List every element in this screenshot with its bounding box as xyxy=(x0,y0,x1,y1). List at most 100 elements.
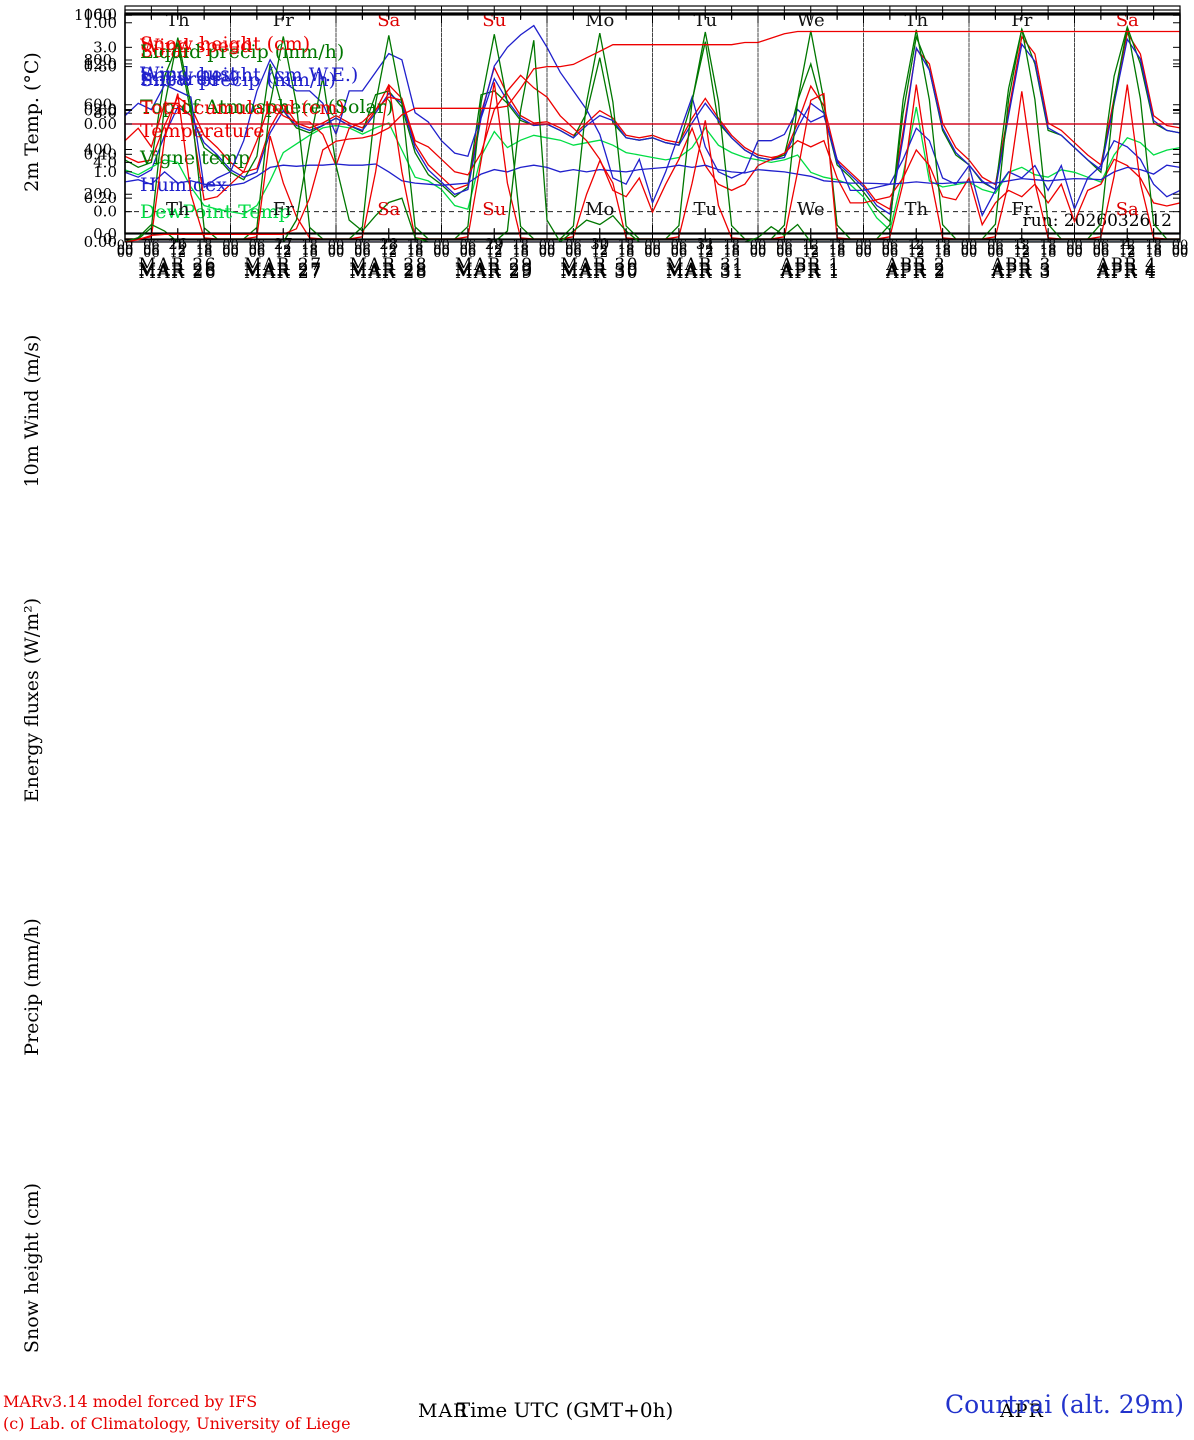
svg-text:06: 06 xyxy=(249,246,266,261)
svg-text:00: 00 xyxy=(539,246,556,261)
svg-text:MAR 29: MAR 29 xyxy=(455,260,534,280)
svg-text:600.: 600. xyxy=(84,96,117,114)
svg-text:Th: Th xyxy=(904,199,928,220)
svg-text:APR 3: APR 3 xyxy=(991,260,1052,280)
svg-text:0.20: 0.20 xyxy=(84,189,117,207)
svg-text:18: 18 xyxy=(723,244,740,259)
svg-text:06: 06 xyxy=(143,243,160,258)
svg-text:06: 06 xyxy=(249,243,266,258)
svg-text:APR 2: APR 2 xyxy=(885,255,946,275)
svg-text:MAR 29: MAR 29 xyxy=(455,263,534,283)
svg-text:Temperature: Temperature xyxy=(140,120,264,142)
svg-text:06: 06 xyxy=(671,243,688,258)
svg-text:00: 00 xyxy=(539,243,556,258)
svg-text:Solar: Solar xyxy=(140,40,192,62)
svg-text:16.0: 16.0 xyxy=(84,6,117,24)
svg-text:MAR 28: MAR 28 xyxy=(349,255,428,275)
svg-text:MAR 28: MAR 28 xyxy=(349,263,428,283)
svg-text:30: 30 xyxy=(590,235,609,253)
month-label-apr: APR xyxy=(1000,1400,1044,1422)
svg-text:MAR 29: MAR 29 xyxy=(455,255,534,275)
svg-text:APR 4: APR 4 xyxy=(1096,255,1157,275)
svg-text:06: 06 xyxy=(671,246,688,261)
svg-text:4.0: 4.0 xyxy=(93,153,117,171)
svg-text:18: 18 xyxy=(407,244,424,259)
svg-text:12: 12 xyxy=(1119,246,1136,261)
svg-text:MAR 28: MAR 28 xyxy=(349,260,428,280)
svg-text:18: 18 xyxy=(934,246,951,261)
svg-text:18: 18 xyxy=(618,244,635,259)
svg-text:18: 18 xyxy=(934,243,951,258)
svg-text:8.0: 8.0 xyxy=(93,104,117,122)
temp-axis-label: 2m Temp. (°C) xyxy=(21,52,43,192)
svg-text:18: 18 xyxy=(1040,243,1057,258)
svg-text:12: 12 xyxy=(380,244,397,259)
svg-text:Infrared: Infrared xyxy=(140,68,220,90)
svg-text:0.0: 0.0 xyxy=(93,225,117,243)
svg-text:18: 18 xyxy=(618,243,635,258)
snow-chart: 0.00 Th Fr Sa Su Mo Tu We Th Fr Sa 26 27 28 29 30 31 1 2 3 4… xyxy=(84,14,1181,253)
svg-text:06: 06 xyxy=(565,246,582,261)
svg-text:MAR 29: MAR 29 xyxy=(455,261,534,281)
svg-text:00: 00 xyxy=(328,243,345,258)
svg-text:18: 18 xyxy=(196,243,213,258)
svg-text:31: 31 xyxy=(696,235,715,253)
svg-text:00: 00 xyxy=(644,244,661,259)
svg-text:18: 18 xyxy=(407,243,424,258)
svg-text:1.00: 1.00 xyxy=(84,14,117,32)
svg-text:Snow height (cm W.E.): Snow height (cm W.E.) xyxy=(140,64,358,86)
svg-text:06: 06 xyxy=(354,246,371,261)
svg-text:18: 18 xyxy=(1145,246,1162,261)
svg-text:06: 06 xyxy=(143,244,160,259)
svg-text:Mo: Mo xyxy=(585,199,614,220)
svg-text:12: 12 xyxy=(908,243,925,258)
svg-text:200.: 200. xyxy=(84,185,117,203)
svg-text:1000.: 1000. xyxy=(74,6,117,24)
svg-text:12: 12 xyxy=(802,246,819,261)
svg-text:18: 18 xyxy=(934,244,951,259)
svg-text:18: 18 xyxy=(512,243,529,258)
svg-text:06: 06 xyxy=(249,244,266,259)
svg-text:18: 18 xyxy=(1145,244,1162,259)
svg-text:APR 1: APR 1 xyxy=(780,261,841,281)
svg-text:MAR 31: MAR 31 xyxy=(666,261,745,281)
svg-text:06: 06 xyxy=(143,246,160,261)
svg-text:28: 28 xyxy=(379,235,398,253)
svg-text:12: 12 xyxy=(275,246,292,261)
svg-text:12: 12 xyxy=(486,243,503,258)
svg-text:00: 00 xyxy=(855,244,872,259)
svg-text:12.0: 12.0 xyxy=(84,55,117,73)
svg-text:12: 12 xyxy=(1119,243,1136,258)
svg-text:APR 4: APR 4 xyxy=(1096,260,1157,280)
credit-line-2: (c) Lab. of Climatology, University of L… xyxy=(3,1414,351,1433)
svg-text:12: 12 xyxy=(486,244,503,259)
svg-text:4: 4 xyxy=(1122,235,1132,253)
svg-text:MAR 30: MAR 30 xyxy=(560,263,639,283)
svg-text:00: 00 xyxy=(328,244,345,259)
svg-text:DewPoint Temp: DewPoint Temp xyxy=(140,201,291,223)
svg-text:12: 12 xyxy=(697,243,714,258)
svg-text:12: 12 xyxy=(169,246,186,261)
svg-text:18: 18 xyxy=(829,243,846,258)
svg-text:06: 06 xyxy=(882,244,899,259)
svg-text:00: 00 xyxy=(328,246,345,261)
station-label: Courtrai (alt. 29m) xyxy=(945,1390,1184,1419)
svg-text:APR 1: APR 1 xyxy=(780,263,841,283)
svg-text:00: 00 xyxy=(222,243,239,258)
svg-text:00: 00 xyxy=(1172,246,1189,261)
svg-text:12: 12 xyxy=(908,246,925,261)
svg-text:18: 18 xyxy=(512,244,529,259)
svg-text:06: 06 xyxy=(671,244,688,259)
svg-text:00: 00 xyxy=(117,246,134,261)
svg-text:MAR 30: MAR 30 xyxy=(560,255,639,275)
svg-text:12: 12 xyxy=(380,243,397,258)
svg-text:MAR 27: MAR 27 xyxy=(244,263,323,283)
svg-text:00: 00 xyxy=(222,246,239,261)
svg-text:MAR 26: MAR 26 xyxy=(138,255,217,275)
svg-text:06: 06 xyxy=(987,244,1004,259)
svg-text:Tu: Tu xyxy=(693,199,717,220)
svg-text:12: 12 xyxy=(1119,244,1136,259)
svg-text:We: We xyxy=(797,199,825,220)
svg-text:06: 06 xyxy=(776,243,793,258)
